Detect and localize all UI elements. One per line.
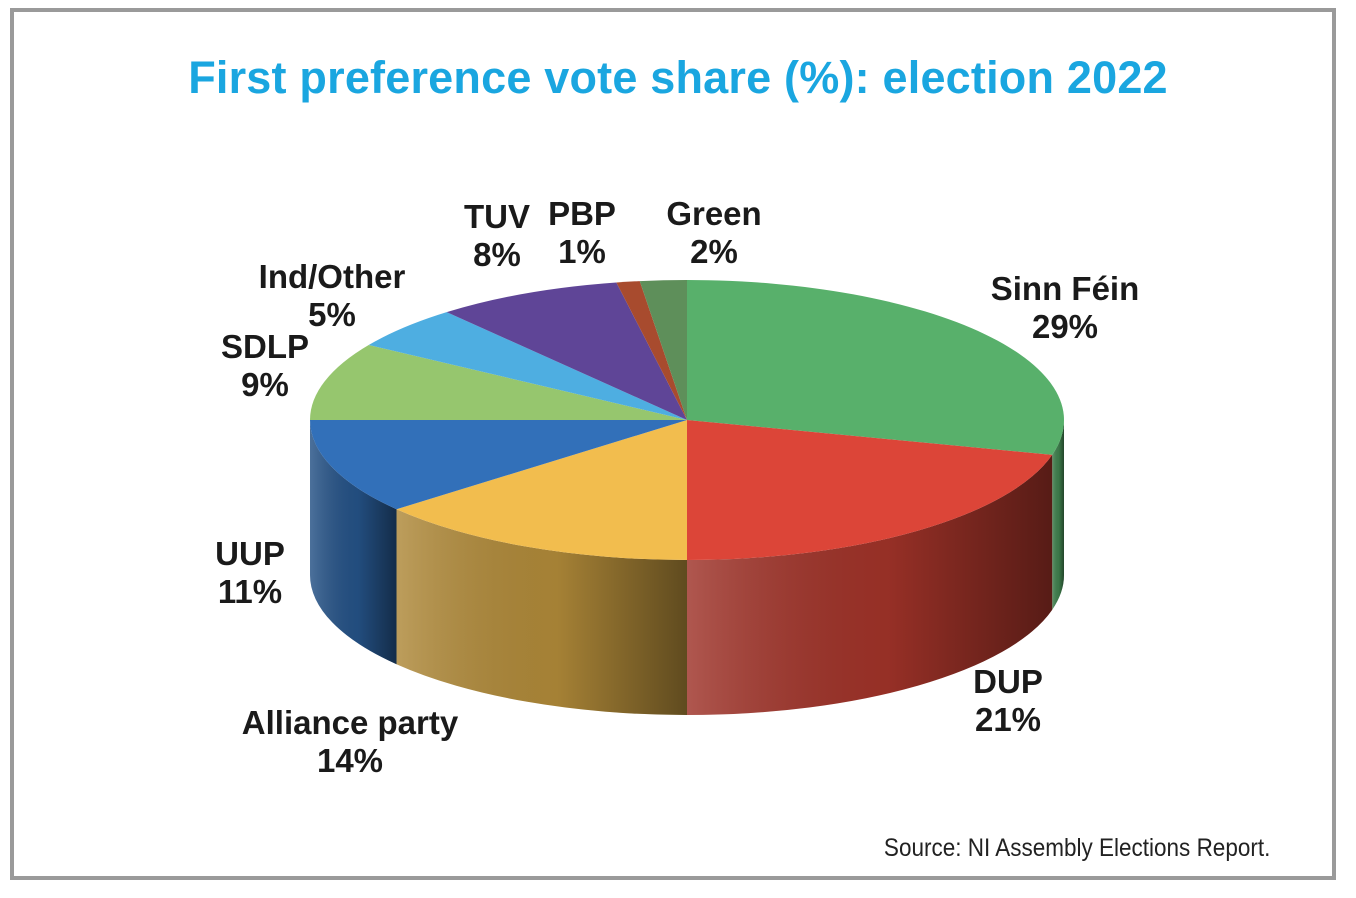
slice-label-green: Green <box>666 195 761 232</box>
slice-value-ind-other: 5% <box>308 296 356 333</box>
slice-sinn-f-in <box>687 280 1065 455</box>
slice-value-sinn-f-in: 29% <box>1032 308 1098 345</box>
slice-value-pbp: 1% <box>558 233 606 270</box>
slice-side-shade-uup <box>310 420 397 665</box>
source-note: Source: NI Assembly Elections Report. <box>883 834 1270 862</box>
slice-ind-other <box>368 312 687 420</box>
slice-tuv <box>446 282 687 420</box>
pie-sides <box>310 420 1065 715</box>
slice-label-tuv: TUV <box>464 198 530 235</box>
slice-pbp <box>616 281 687 420</box>
slice-uup <box>310 420 687 510</box>
slice-value-sdlp: 9% <box>241 366 289 403</box>
slice-value-green: 2% <box>690 233 738 270</box>
chart-title: First preference vote share (%): electio… <box>188 52 1168 103</box>
slice-side-shade-dup <box>687 454 1053 715</box>
slice-label-uup: UUP <box>215 535 285 572</box>
slice-label-pbp: PBP <box>548 195 616 232</box>
slice-label-dup: DUP <box>973 663 1043 700</box>
slice-value-dup: 21% <box>975 701 1041 738</box>
pie-tops <box>310 280 1065 560</box>
slice-label-sinn-f-in: Sinn Féin <box>991 270 1140 307</box>
slice-label-alliance-party: Alliance party <box>242 704 459 741</box>
slice-green <box>639 280 687 420</box>
slice-alliance-party <box>396 420 687 560</box>
slice-value-tuv: 8% <box>473 236 521 273</box>
slice-label-sdlp: SDLP <box>221 328 309 365</box>
slice-side-shade-sinn-f-in <box>1052 420 1065 610</box>
slice-dup <box>687 420 1053 560</box>
slice-sdlp <box>310 344 687 420</box>
slice-value-alliance-party: 14% <box>317 742 383 779</box>
slice-label-ind-other: Ind/Other <box>259 258 406 295</box>
slice-side-shade-alliance-party <box>396 509 687 715</box>
slice-value-uup: 11% <box>218 573 282 610</box>
